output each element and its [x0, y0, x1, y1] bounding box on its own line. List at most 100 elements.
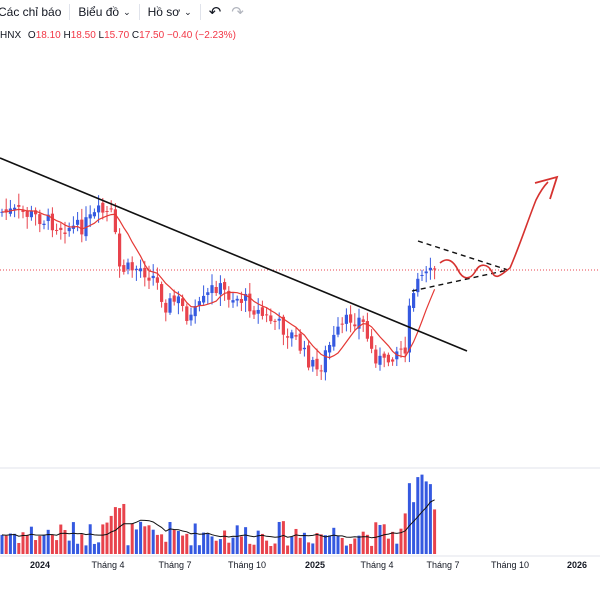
- candle-body: [130, 262, 134, 271]
- volume-bar: [143, 526, 147, 554]
- volume-bar: [344, 545, 348, 554]
- candle-body: [197, 301, 201, 306]
- candle-body: [248, 293, 252, 312]
- candle-body: [353, 324, 357, 327]
- high-value: 18.50: [70, 30, 96, 41]
- volume-bar: [42, 534, 46, 554]
- candle-body: [370, 336, 374, 349]
- volume-bar: [302, 532, 306, 554]
- candle-body: [67, 227, 71, 232]
- time-axis-tick-label: 2025: [305, 560, 325, 570]
- volume-bar: [168, 522, 172, 554]
- candle-body: [122, 265, 126, 272]
- volume-bar: [29, 526, 33, 554]
- candle-body: [84, 217, 88, 237]
- top-toolbar: Các chỉ báo Biểu đồ ⌄ Hồ sơ ⌄ ↶ ↷: [0, 0, 600, 24]
- candle-body: [407, 305, 411, 353]
- candle-body: [290, 332, 294, 339]
- time-axis-tick-label: Tháng 10: [228, 560, 266, 570]
- candle-body: [143, 267, 147, 278]
- projected-path-annotation: [439, 181, 549, 279]
- candle-body: [17, 205, 21, 207]
- volume-bar: [328, 535, 332, 554]
- candle-body: [105, 210, 109, 212]
- candle-body: [323, 350, 327, 373]
- candle-body: [147, 277, 151, 281]
- candle-body: [185, 306, 189, 321]
- candle-body: [21, 209, 25, 213]
- candle-body: [160, 284, 164, 302]
- volume-bar: [424, 481, 428, 554]
- candle-body: [428, 267, 432, 271]
- chart-type-label: Biểu đồ: [78, 5, 120, 19]
- volume-bar: [122, 503, 126, 554]
- candle-body: [223, 282, 227, 290]
- volume-bar: [164, 541, 168, 554]
- candle-body: [399, 348, 403, 350]
- candle-body: [113, 209, 117, 233]
- volume-bar: [357, 535, 361, 554]
- candle-body: [193, 306, 197, 317]
- undo-button[interactable]: ↶: [201, 0, 230, 24]
- volume-bar: [210, 536, 214, 554]
- chart-type-button[interactable]: Biểu đồ ⌄: [70, 0, 138, 24]
- volume-bar: [281, 521, 285, 554]
- indicators-button[interactable]: Các chỉ báo: [0, 0, 69, 24]
- volume-bar: [407, 483, 411, 554]
- candles-layer: [0, 193, 437, 381]
- volume-bar: [130, 523, 134, 554]
- volume-bar: [235, 525, 239, 554]
- volume-bar: [181, 535, 185, 554]
- chevron-down-icon: ⌄: [123, 6, 131, 17]
- volume-bar: [365, 534, 369, 554]
- time-axis-tick-label: 2026: [567, 560, 587, 570]
- volume-bar: [416, 477, 420, 554]
- redo-button[interactable]: ↷: [229, 0, 252, 24]
- candle-body: [80, 219, 84, 235]
- candle-body: [50, 213, 54, 231]
- triangle-pattern: [411, 240, 509, 292]
- volume-bar: [265, 540, 269, 554]
- candle-body: [412, 293, 416, 308]
- volume-bar: [88, 524, 92, 554]
- volume-bar: [206, 533, 210, 554]
- candle-body: [34, 210, 38, 215]
- profile-button[interactable]: Hồ sơ ⌄: [140, 0, 200, 24]
- candle-body: [97, 205, 101, 213]
- volume-bar: [298, 537, 302, 554]
- close-label: C: [131, 30, 140, 41]
- ohlc-legend: HNX O18.10 H18.50 L15.70 C17.50 −0.40 (−…: [0, 30, 236, 41]
- volume-bar: [13, 533, 17, 554]
- volume-bar: [38, 535, 42, 554]
- volume-bar: [4, 535, 8, 554]
- candle-body: [38, 214, 42, 225]
- low-value: 15.70: [104, 30, 130, 41]
- volume-bar: [260, 533, 264, 554]
- volume-bar: [349, 543, 353, 554]
- candle-body: [357, 317, 361, 329]
- candle-body: [231, 300, 235, 303]
- volume-bar: [382, 524, 386, 554]
- volume-bar: [315, 533, 319, 554]
- volume-bar: [34, 540, 38, 554]
- volume-bar: [277, 521, 281, 554]
- volume-bar: [126, 545, 130, 554]
- candle-body: [340, 323, 344, 325]
- volume-layer: [0, 474, 437, 554]
- volume-bar: [0, 534, 4, 554]
- volume-bar: [256, 530, 260, 554]
- volume-bar: [428, 484, 432, 554]
- open-value: 18.10: [35, 30, 61, 41]
- undo-icon: ↶: [208, 4, 222, 21]
- candle-body: [13, 207, 17, 210]
- candle-body: [151, 275, 155, 279]
- close-value: 17.50: [139, 30, 165, 41]
- volume-bar: [391, 531, 395, 554]
- candle-body: [420, 274, 424, 276]
- candle-body: [92, 212, 96, 217]
- open-label: O: [27, 30, 36, 41]
- candle-body: [244, 293, 248, 301]
- candle-body: [252, 310, 256, 315]
- volume-bar: [420, 474, 424, 554]
